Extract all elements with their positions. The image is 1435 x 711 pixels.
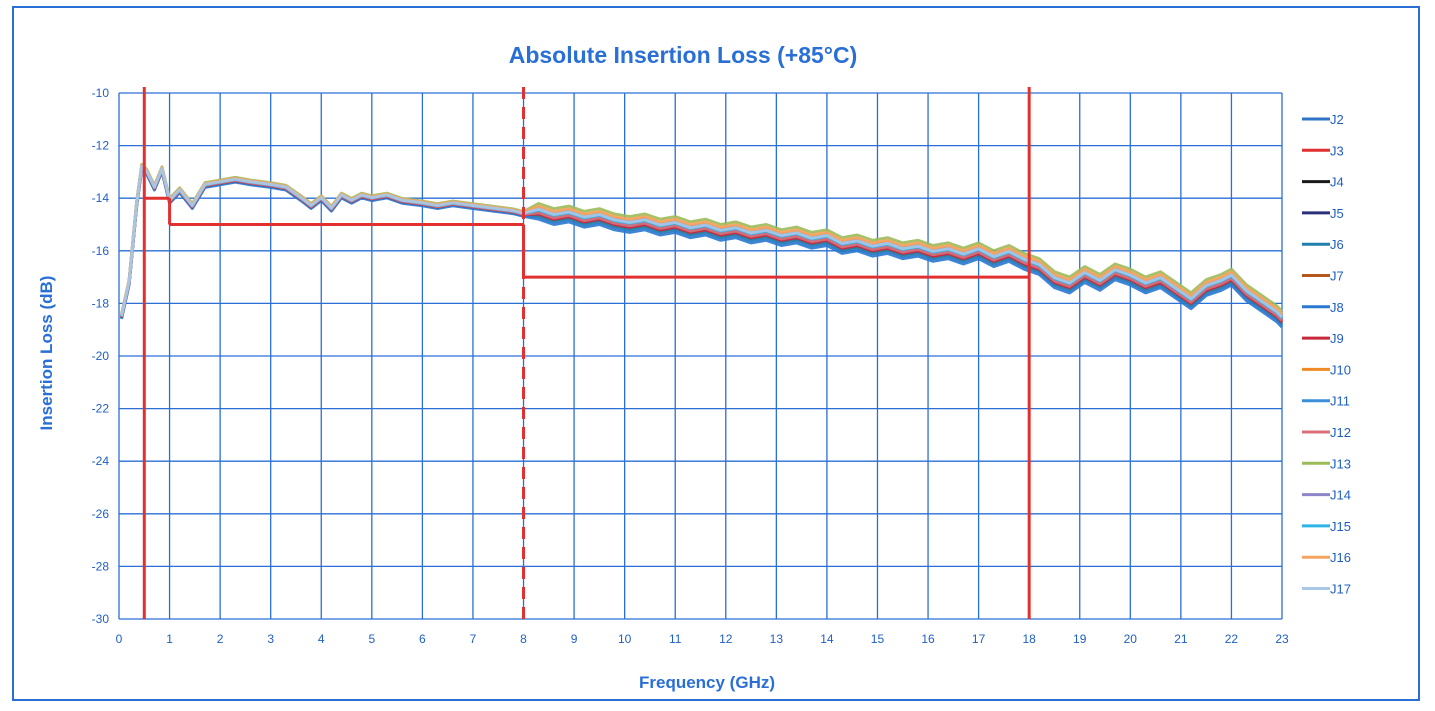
legend-item-J16: J16 <box>1302 550 1351 565</box>
series-line-J11 <box>120 165 1284 321</box>
legend-label: J8 <box>1330 300 1344 315</box>
series-lines <box>120 162 1284 329</box>
x-tick-label: 16 <box>921 632 935 646</box>
legend-item-J17: J17 <box>1302 582 1351 597</box>
x-tick-label: 12 <box>719 632 733 646</box>
y-tick-label: -10 <box>92 86 110 100</box>
legend-label: J14 <box>1330 488 1351 503</box>
x-axis-title: Frequency (GHz) <box>639 673 775 692</box>
x-tick-label: 3 <box>267 632 274 646</box>
legend-item-J9: J9 <box>1302 331 1344 346</box>
legend-label: J7 <box>1330 269 1344 284</box>
y-tick-label: -12 <box>92 139 110 153</box>
x-tick-label: 18 <box>1022 632 1036 646</box>
x-tick-label: 11 <box>669 632 682 646</box>
legend-label: J6 <box>1330 237 1344 252</box>
y-tick-label: -28 <box>92 559 110 573</box>
x-tick-label: 15 <box>871 632 885 646</box>
x-tick-label: 23 <box>1275 632 1289 646</box>
limit-lines <box>142 87 1031 619</box>
x-tick-label: 4 <box>318 632 325 646</box>
insertion-loss-chart: Absolute Insertion Loss (+85°C) Insertio… <box>37 42 1351 692</box>
series-line-J17 <box>120 164 1284 319</box>
x-tick-label: 5 <box>368 632 375 646</box>
x-tick-label: 19 <box>1073 632 1087 646</box>
legend-item-J3: J3 <box>1302 143 1344 158</box>
x-tick-label: 9 <box>571 632 578 646</box>
x-tick-label: 7 <box>470 632 477 646</box>
y-tick-label: -22 <box>92 402 110 416</box>
y-tick-label: -20 <box>92 349 110 363</box>
grid <box>118 92 1283 620</box>
legend-label: J12 <box>1330 425 1351 440</box>
legend-item-J8: J8 <box>1302 300 1344 315</box>
series-line-J5 <box>120 165 1284 322</box>
legend-label: J5 <box>1330 206 1344 221</box>
legend-item-J10: J10 <box>1302 362 1351 377</box>
y-tick-label: -14 <box>92 191 110 205</box>
series-line-J16 <box>120 163 1284 316</box>
x-tick-label: 17 <box>972 632 986 646</box>
tick-labels: 0 1 2 3 4 5 6 7 8 9 10 11 12 13 14 15 16 17 18 19 20 21 22 23-1… <box>92 86 1289 646</box>
y-tick-label: -16 <box>92 244 110 258</box>
x-tick-label: 2 <box>217 632 224 646</box>
y-tick-label: -30 <box>92 612 110 626</box>
legend-item-J11: J11 <box>1302 394 1350 409</box>
series-line-J15 <box>120 164 1284 319</box>
legend-item-J6: J6 <box>1302 237 1344 252</box>
legend-label: J13 <box>1330 456 1351 471</box>
y-tick-label: -26 <box>92 507 110 521</box>
x-tick-label: 22 <box>1225 632 1239 646</box>
series-line-J4 <box>120 164 1284 318</box>
legend-label: J4 <box>1330 175 1344 190</box>
legend-item-J5: J5 <box>1302 206 1344 221</box>
x-tick-label: 21 <box>1174 632 1188 646</box>
series-line-J10 <box>120 164 1284 317</box>
y-axis-title: Insertion Loss (dB) <box>37 276 56 431</box>
series-line-J2 <box>120 165 1284 321</box>
series-line-J12 <box>120 165 1284 322</box>
legend-label: J17 <box>1330 582 1351 597</box>
series-line-J7 <box>120 164 1284 319</box>
x-tick-label: 10 <box>618 632 632 646</box>
x-tick-label: 8 <box>520 632 527 646</box>
legend-item-J12: J12 <box>1302 425 1351 440</box>
x-tick-label: 20 <box>1124 632 1138 646</box>
x-tick-label: 6 <box>419 632 426 646</box>
x-tick-label: 14 <box>820 632 834 646</box>
legend-label: J11 <box>1330 394 1350 409</box>
legend-label: J10 <box>1330 362 1351 377</box>
legend-item-J15: J15 <box>1302 519 1351 534</box>
legend-label: J16 <box>1330 550 1351 565</box>
legend-label: J2 <box>1330 112 1344 127</box>
series-line-J8 <box>120 167 1284 329</box>
x-tick-label: 13 <box>770 632 784 646</box>
y-tick-label: -24 <box>92 454 110 468</box>
legend-label: J9 <box>1330 331 1344 346</box>
legend-item-J13: J13 <box>1302 456 1351 471</box>
legend-item-J14: J14 <box>1302 488 1351 503</box>
legend: J2 J3 J4 J5 J6 J7 J8 J9 J10 J11 J12 J13 J14 J15 J16 J17 <box>1302 112 1351 597</box>
x-tick-label: 1 <box>166 632 173 646</box>
y-tick-label: -18 <box>92 296 110 310</box>
chart-frame: Absolute Insertion Loss (+85°C) Insertio… <box>12 6 1420 701</box>
series-line-J14 <box>120 164 1284 318</box>
legend-item-J2: J2 <box>1302 112 1344 127</box>
x-tick-label: 0 <box>116 632 123 646</box>
legend-label: J15 <box>1330 519 1351 534</box>
series-line-J13 <box>120 162 1284 315</box>
legend-label: J3 <box>1330 143 1344 158</box>
legend-item-J7: J7 <box>1302 269 1344 284</box>
legend-item-J4: J4 <box>1302 175 1344 190</box>
chart-title: Absolute Insertion Loss (+85°C) <box>509 42 858 68</box>
